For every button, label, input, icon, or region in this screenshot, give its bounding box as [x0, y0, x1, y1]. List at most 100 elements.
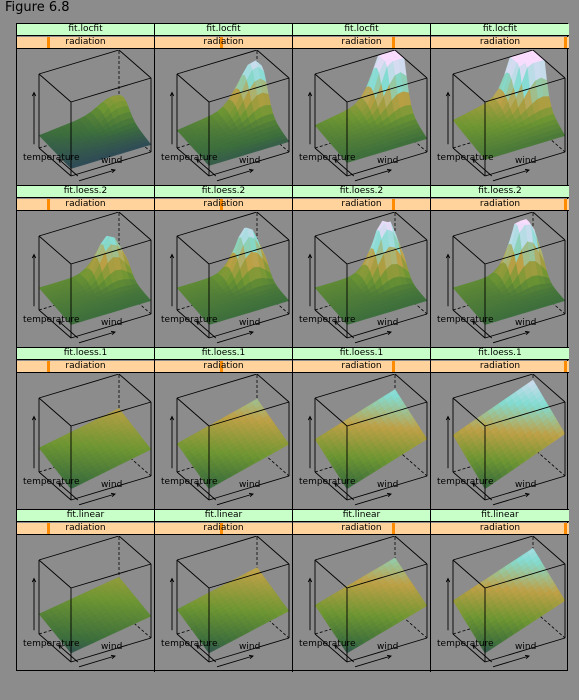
- box-edge: [346, 77, 428, 103]
- surface-svg: temperature wind: [437, 536, 566, 668]
- box-edge: [256, 50, 290, 79]
- strip-radiation: radiation: [17, 523, 154, 535]
- surface-svg: temperature wind: [299, 536, 428, 668]
- surface-svg: temperature wind: [299, 212, 428, 344]
- surface-svg: temperature wind: [23, 536, 152, 668]
- box-edge: [484, 239, 566, 265]
- y-axis-label: wind: [239, 480, 260, 490]
- box-edge: [532, 374, 566, 403]
- surface-plot: temperature wind: [431, 212, 569, 347]
- strip-fit-label: fit.linear: [155, 510, 292, 522]
- box-edge: [314, 559, 348, 589]
- x-axis-label: temperature: [23, 639, 80, 649]
- shingle-level-marker: [391, 523, 395, 534]
- axis-arrow: [472, 644, 493, 663]
- axis-arrowhead: [57, 644, 63, 650]
- panel-loess1-4: fit.loess.1 radiation temperature wind: [431, 348, 569, 510]
- panel-loess1-1: fit.loess.1 radiation temperature wind: [17, 348, 155, 510]
- shingle-level-marker: [47, 199, 51, 210]
- box-edge: [70, 563, 152, 589]
- strip-radiation-label: radiation: [65, 199, 106, 209]
- axis-arrow: [472, 320, 493, 339]
- axis-arrowhead: [307, 577, 313, 583]
- surface-plot: temperature wind: [293, 374, 430, 509]
- surface-mesh: [314, 557, 428, 654]
- axis-arrow: [216, 655, 254, 668]
- axis-arrow: [78, 493, 116, 506]
- axis-arrowhead: [307, 91, 313, 97]
- box-edge: [484, 563, 566, 589]
- strip-fit-label: fit.linear: [293, 510, 430, 522]
- surface-mesh: [38, 95, 152, 169]
- axis-arrowhead: [307, 415, 313, 421]
- panel-linear-3: fit.linear radiation temperature wind: [293, 510, 431, 672]
- box-edge: [484, 637, 566, 663]
- axis-arrow: [334, 158, 355, 177]
- strip-radiation: radiation: [155, 523, 292, 535]
- strip-radiation: radiation: [155, 199, 292, 211]
- axis-arrow: [216, 331, 254, 344]
- box-edge: [346, 239, 428, 265]
- axis-arrow: [78, 655, 116, 668]
- figure-title: Figure 6.8: [5, 0, 70, 15]
- axis-arrow: [334, 644, 355, 663]
- surface-plot: temperature wind: [17, 536, 154, 672]
- axis-arrowhead: [57, 158, 63, 164]
- box-edge: [314, 235, 348, 265]
- shingle-level-marker: [564, 361, 567, 372]
- y-axis-label: wind: [101, 480, 122, 490]
- box-edge: [314, 73, 348, 103]
- box-edge: [346, 637, 428, 663]
- box-edge: [346, 475, 428, 501]
- strip-fit-label: fit.locfit: [293, 24, 430, 36]
- axis-arrowhead: [31, 577, 37, 583]
- strip-fit-label: fit.linear: [17, 510, 154, 522]
- box-edge: [394, 212, 428, 241]
- axis-arrowhead: [333, 320, 339, 326]
- surface-mesh: [38, 576, 152, 654]
- box-edge: [452, 536, 534, 561]
- surface-mesh: [452, 379, 566, 490]
- shingle-level-marker: [47, 361, 51, 372]
- box-edge: [70, 239, 152, 265]
- axis-arrowhead: [248, 654, 254, 660]
- strip-radiation: radiation: [431, 199, 569, 211]
- axis-arrow: [58, 482, 79, 501]
- surface-svg: temperature wind: [23, 374, 152, 506]
- y-axis-label: wind: [239, 642, 260, 652]
- box-hidden-edge: [532, 447, 566, 477]
- panel-linear-2: fit.linear radiation temperature wind: [155, 510, 293, 672]
- shingle-level-marker: [564, 37, 567, 48]
- axis-arrow: [78, 169, 116, 182]
- x-axis-label: temperature: [23, 153, 80, 163]
- axis-arrowhead: [445, 415, 451, 421]
- surface-plot: temperature wind: [431, 50, 569, 185]
- axis-arrow: [492, 655, 530, 668]
- axis-arrowhead: [524, 330, 530, 336]
- axis-arrow: [492, 169, 530, 182]
- y-axis-label: wind: [101, 318, 122, 328]
- axis-arrow: [492, 331, 530, 344]
- strip-radiation: radiation: [431, 523, 569, 535]
- shingle-level-marker: [47, 37, 51, 48]
- x-axis-label: temperature: [161, 639, 218, 649]
- strip-radiation-label: radiation: [479, 361, 521, 371]
- surface-plot: temperature wind: [17, 374, 154, 509]
- box-edge: [176, 50, 258, 75]
- panel-locfit-2: fit.locfit radiation temperature wind: [155, 24, 293, 186]
- y-axis-label: wind: [377, 156, 398, 166]
- y-axis-label: wind: [101, 156, 122, 166]
- box-edge: [532, 212, 566, 241]
- box-edge: [452, 374, 534, 399]
- x-axis-label: temperature: [437, 315, 494, 325]
- surface-mesh: [314, 50, 428, 163]
- panel-locfit-3: fit.locfit radiation temperature wind: [293, 24, 431, 186]
- box-edge: [176, 309, 210, 339]
- strip-fit-label: fit.loess.2: [17, 186, 154, 198]
- axis-arrow: [472, 158, 493, 177]
- strip-radiation-label: radiation: [341, 361, 382, 371]
- strip-radiation: radiation: [293, 199, 430, 211]
- box-edge: [70, 77, 152, 103]
- y-axis-label: wind: [239, 156, 260, 166]
- surface-mesh: [38, 408, 152, 490]
